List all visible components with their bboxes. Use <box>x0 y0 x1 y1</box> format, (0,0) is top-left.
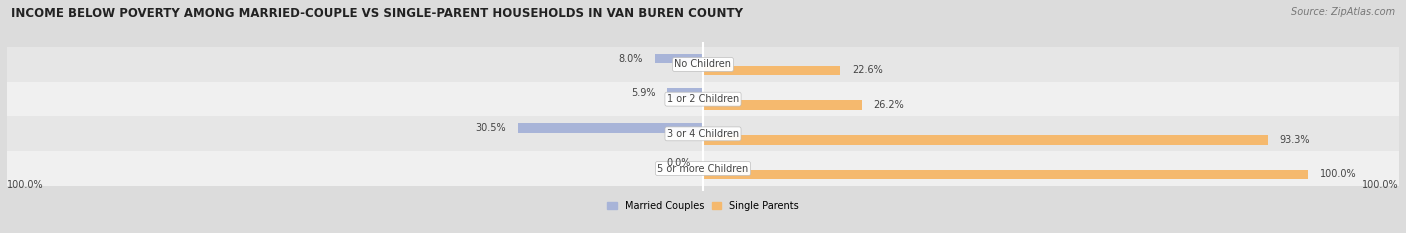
Text: 22.6%: 22.6% <box>852 65 883 75</box>
Bar <box>7 151 1399 186</box>
Text: 5 or more Children: 5 or more Children <box>658 164 748 174</box>
Text: 3 or 4 Children: 3 or 4 Children <box>666 129 740 139</box>
Text: 100.0%: 100.0% <box>1320 169 1357 179</box>
Text: 100.0%: 100.0% <box>7 180 44 190</box>
Bar <box>668 88 703 98</box>
Text: 5.9%: 5.9% <box>631 88 655 98</box>
Bar <box>519 123 703 133</box>
Text: 100.0%: 100.0% <box>1362 180 1399 190</box>
Text: 1 or 2 Children: 1 or 2 Children <box>666 94 740 104</box>
Bar <box>703 170 1308 179</box>
Text: 30.5%: 30.5% <box>475 123 506 133</box>
Bar <box>703 65 839 75</box>
Text: Source: ZipAtlas.com: Source: ZipAtlas.com <box>1291 7 1395 17</box>
Text: 26.2%: 26.2% <box>873 100 904 110</box>
Text: 93.3%: 93.3% <box>1279 135 1310 145</box>
Bar <box>703 135 1268 145</box>
Text: No Children: No Children <box>675 59 731 69</box>
Bar <box>7 82 1399 116</box>
Bar <box>703 100 862 110</box>
Legend: Married Couples, Single Parents: Married Couples, Single Parents <box>605 199 801 213</box>
Text: 0.0%: 0.0% <box>666 158 690 168</box>
Bar <box>7 116 1399 151</box>
Text: 8.0%: 8.0% <box>619 54 643 64</box>
Bar <box>655 54 703 63</box>
Bar <box>7 47 1399 82</box>
Text: INCOME BELOW POVERTY AMONG MARRIED-COUPLE VS SINGLE-PARENT HOUSEHOLDS IN VAN BUR: INCOME BELOW POVERTY AMONG MARRIED-COUPL… <box>11 7 744 20</box>
